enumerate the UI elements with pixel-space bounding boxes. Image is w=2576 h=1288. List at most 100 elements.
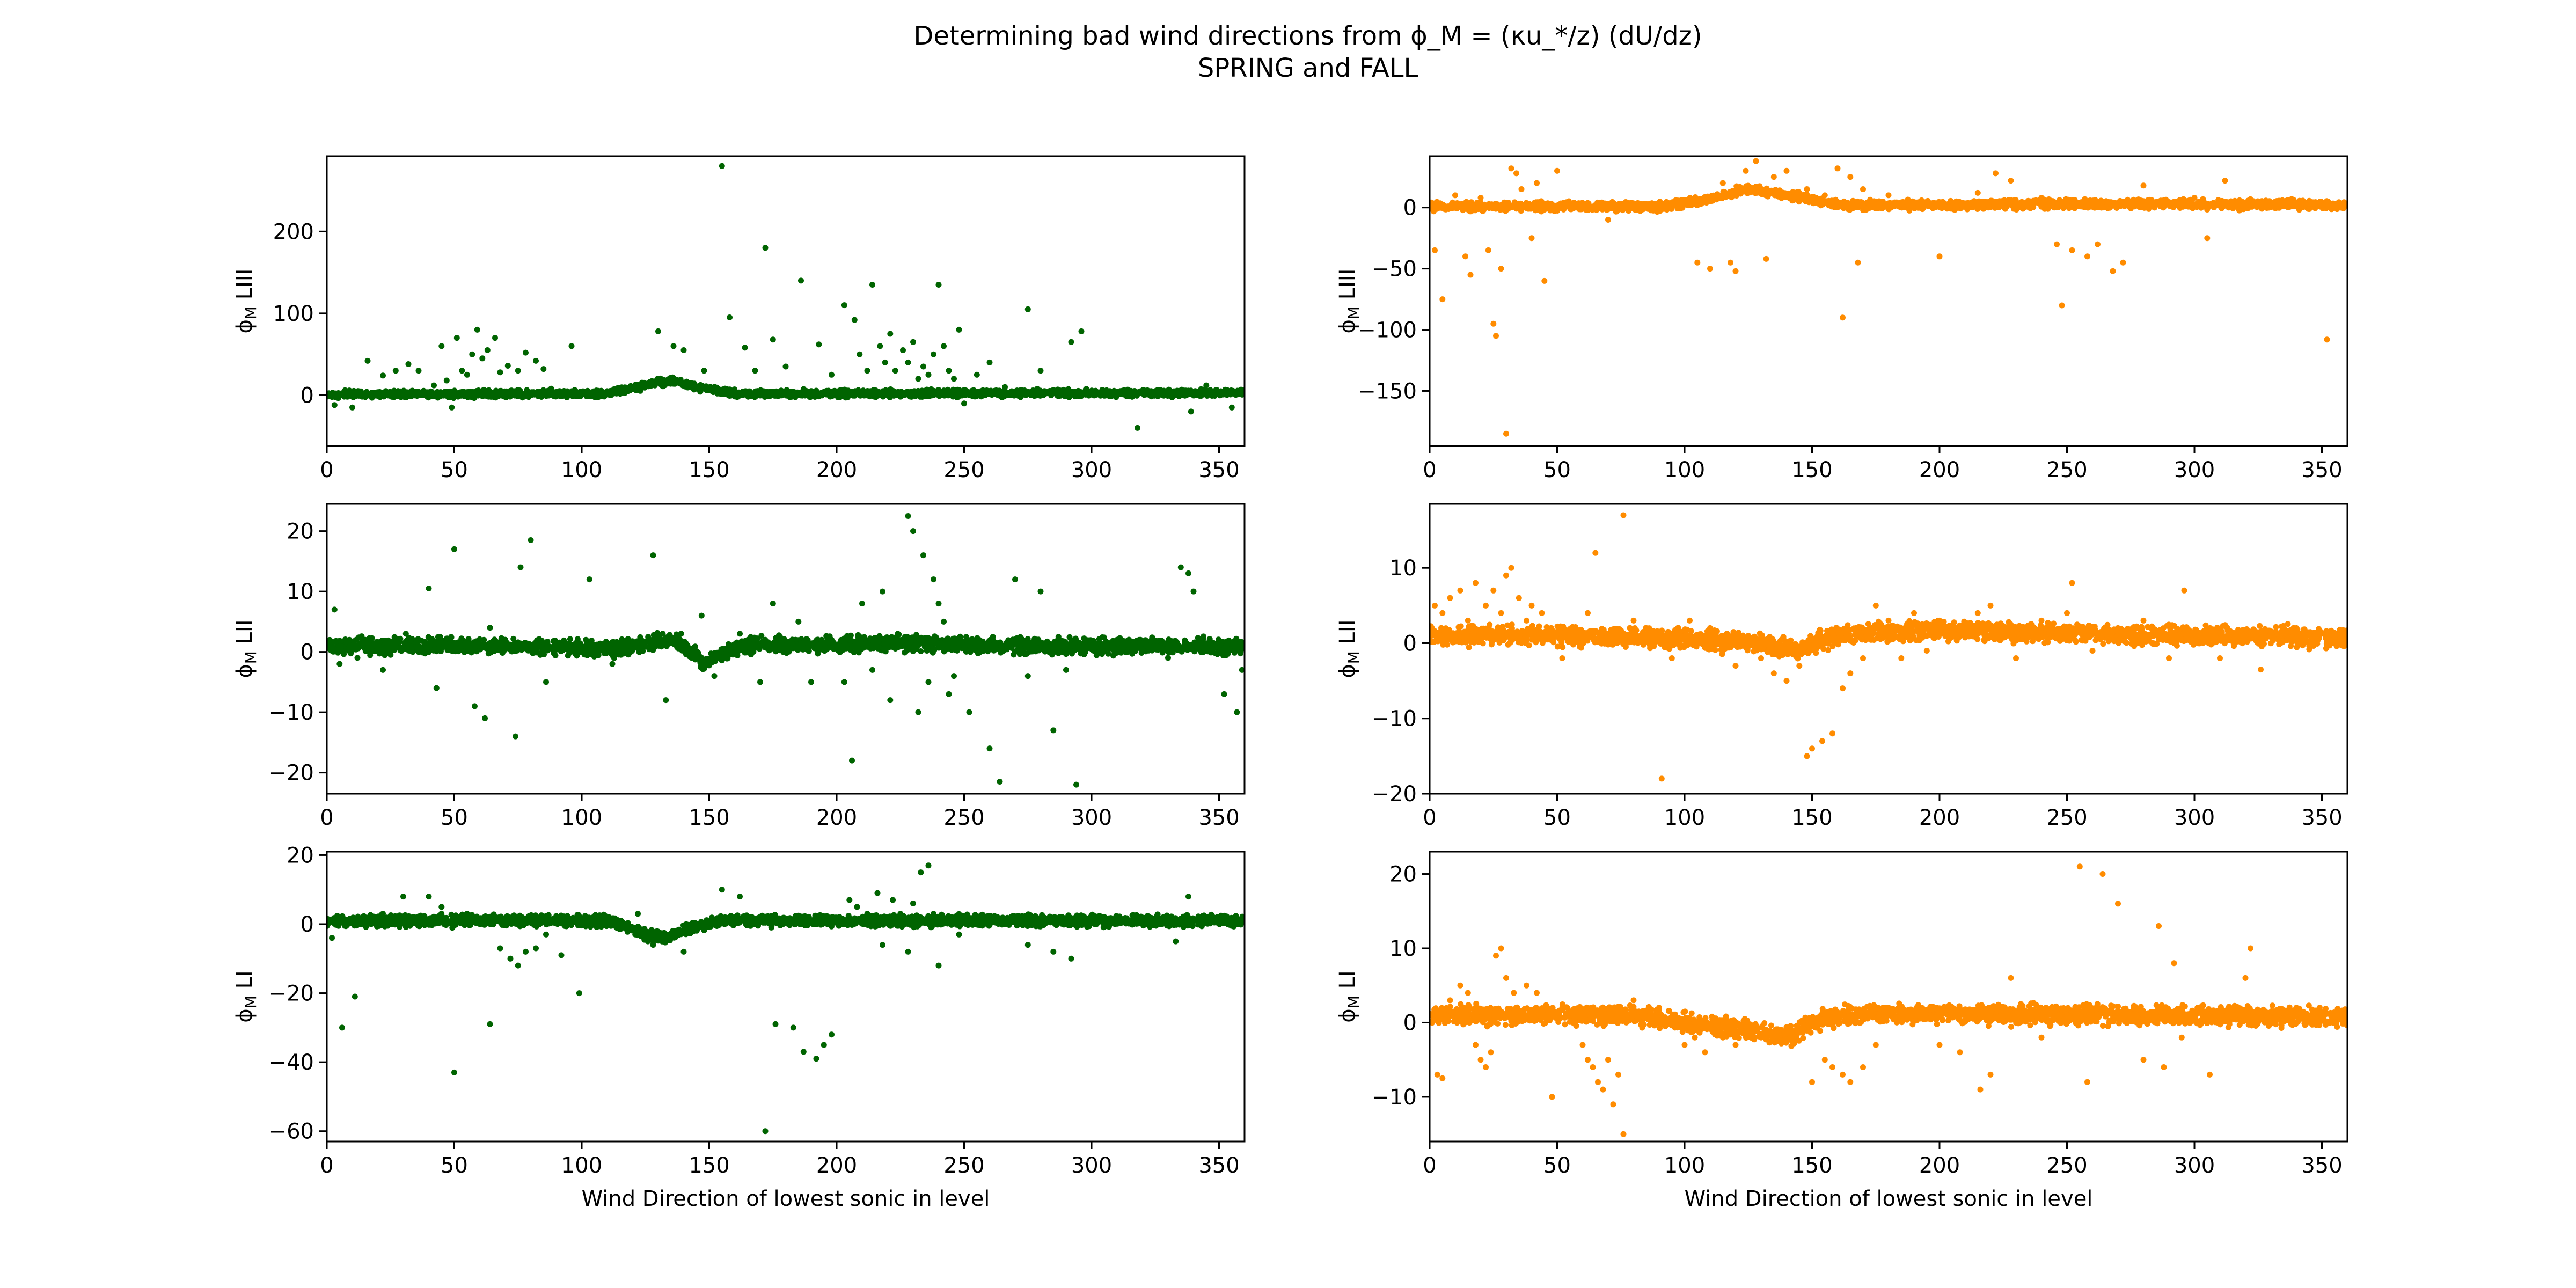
data-point xyxy=(367,391,373,397)
data-point xyxy=(641,640,647,646)
data-point xyxy=(1103,391,1110,398)
data-point xyxy=(869,282,875,288)
data-point xyxy=(529,389,535,396)
data-point xyxy=(636,386,642,392)
data-point xyxy=(1066,634,1073,640)
data-point xyxy=(1122,389,1129,396)
data-point xyxy=(757,391,764,398)
y-tick-label: 200 xyxy=(273,219,314,244)
x-tick-label: 0 xyxy=(320,458,333,482)
data-point xyxy=(1238,649,1244,655)
data-point xyxy=(1137,645,1143,651)
data-point xyxy=(348,650,354,657)
data-point xyxy=(727,314,733,320)
data-point xyxy=(1221,389,1227,395)
data-point xyxy=(1066,390,1073,396)
data-point xyxy=(459,390,466,397)
data-point xyxy=(1215,390,1221,396)
data-point xyxy=(336,638,343,644)
data-point xyxy=(1057,389,1064,396)
data-point xyxy=(583,636,589,643)
data-point xyxy=(946,390,953,397)
data-point xyxy=(835,389,841,395)
data-point xyxy=(701,662,708,669)
data-point xyxy=(374,390,380,396)
data-point xyxy=(474,326,480,333)
data-point xyxy=(537,652,544,658)
data-point xyxy=(610,639,617,645)
data-point xyxy=(795,390,801,396)
data-point xyxy=(823,389,830,396)
data-point xyxy=(663,643,670,649)
data-point xyxy=(415,368,422,374)
data-point xyxy=(397,393,404,399)
data-point xyxy=(915,376,921,382)
data-point xyxy=(1181,389,1188,396)
data-point xyxy=(1020,390,1027,397)
data-point xyxy=(486,387,492,393)
data-point xyxy=(956,392,963,398)
data-point xyxy=(655,377,661,383)
data-point xyxy=(783,392,789,399)
data-point xyxy=(789,636,795,643)
data-point xyxy=(562,391,568,397)
data-point xyxy=(951,376,957,382)
data-point xyxy=(440,390,447,397)
data-point xyxy=(1078,328,1085,334)
data-point xyxy=(691,384,697,391)
data-point xyxy=(946,368,952,374)
data-point xyxy=(910,339,916,345)
data-point xyxy=(692,643,698,650)
data-point xyxy=(905,390,911,396)
data-point xyxy=(459,368,465,374)
data-point xyxy=(1114,389,1121,395)
data-point xyxy=(1113,394,1119,400)
data-point xyxy=(603,639,609,645)
data-point xyxy=(816,393,822,400)
data-point xyxy=(655,328,661,334)
data-point xyxy=(782,363,789,370)
data-point xyxy=(974,371,980,378)
scatter-points xyxy=(327,163,1245,431)
data-point xyxy=(1192,389,1198,396)
x-tick-label: 250 xyxy=(943,458,984,482)
data-point xyxy=(736,391,743,398)
figure-title-line1: Determining bad wind directions from ϕ_M… xyxy=(913,21,1702,51)
data-point xyxy=(932,390,938,396)
data-point xyxy=(857,351,863,357)
data-point xyxy=(961,400,967,407)
data-point xyxy=(612,389,619,395)
data-point xyxy=(1029,390,1036,397)
data-point xyxy=(742,345,748,351)
data-point xyxy=(465,645,471,652)
data-point xyxy=(574,653,580,659)
data-point xyxy=(1237,388,1243,394)
data-point xyxy=(1081,638,1088,645)
data-point xyxy=(770,336,776,343)
data-point xyxy=(768,390,774,396)
data-point xyxy=(1077,389,1083,396)
scatter-points xyxy=(327,513,1245,788)
data-point xyxy=(459,642,466,649)
data-point xyxy=(567,636,573,642)
figure-title-line2: SPRING and FALL xyxy=(1198,53,1418,83)
data-point xyxy=(809,391,815,397)
data-point xyxy=(652,382,658,389)
data-point xyxy=(405,361,412,367)
data-point xyxy=(1140,387,1147,393)
data-point xyxy=(846,389,853,396)
data-point xyxy=(642,382,649,389)
data-point xyxy=(484,347,491,353)
data-point xyxy=(391,391,397,397)
data-point xyxy=(637,634,643,640)
data-point xyxy=(1068,339,1074,345)
data-point xyxy=(938,390,944,397)
data-point xyxy=(453,335,460,341)
data-point xyxy=(975,650,981,656)
data-point xyxy=(920,363,926,370)
data-point xyxy=(1128,389,1133,396)
data-point xyxy=(1055,634,1062,640)
data-point xyxy=(748,634,754,640)
data-point xyxy=(905,359,911,365)
